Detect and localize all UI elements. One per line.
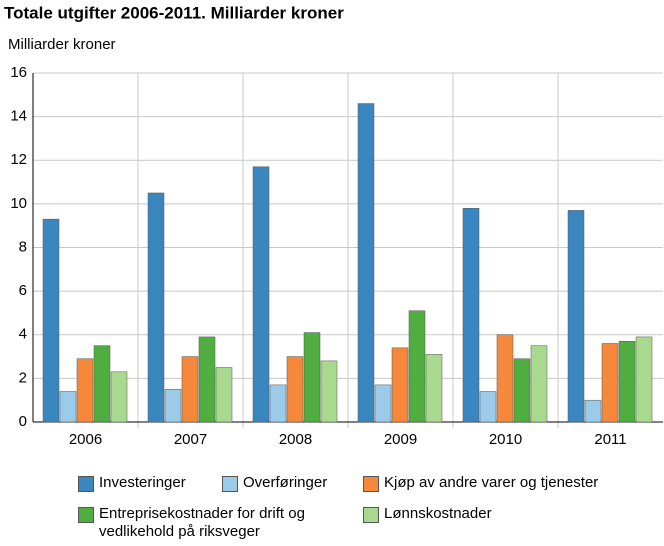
y-tick-label: 10 [10,195,27,212]
bar [513,358,531,423]
bar [320,360,338,423]
bar [408,310,426,423]
x-tick-label: 2011 [594,431,626,448]
legend-swatch [363,476,379,492]
x-tick-label: 2008 [279,431,312,448]
y-tick-label: 4 [19,326,27,343]
x-tick-label: 2009 [384,431,417,448]
legend-swatch [222,476,238,492]
bar [425,354,443,423]
legend-swatch [78,507,94,523]
y-tick-label: 12 [10,151,27,168]
bar [252,166,270,423]
bar [391,347,409,423]
bar [110,371,128,423]
chart-title: Totale utgifter 2006-2011. Milliarder kr… [4,3,344,22]
bar [164,389,182,423]
y-tick-label: 8 [19,238,27,255]
bar [530,345,548,423]
bar [479,391,497,423]
bar [618,341,636,423]
bar [181,356,199,423]
legend-label: Investeringer [99,474,186,491]
bar [635,336,653,423]
bar [462,207,480,423]
y-tick-label: 14 [10,108,27,125]
bar [215,367,233,423]
bar [286,356,304,423]
bar [269,384,287,423]
legend-label: Entreprisekostnader for drift og vedlike… [99,505,305,540]
y-tick-label: 0 [19,413,27,430]
bar [601,343,619,423]
bar [59,391,77,423]
bar [303,332,321,423]
bar [198,336,216,423]
y-axis-label: Milliarder kroner [8,36,116,53]
bar [374,384,392,423]
bar [42,218,60,423]
bar [93,345,111,423]
bar [76,358,94,423]
bar [567,210,585,423]
legend-label: Lønnskostnader [384,505,492,522]
legend-label: Overføringer [243,474,328,491]
y-tick-label: 6 [19,282,27,299]
bar [357,103,375,423]
legend-swatch [78,476,94,492]
x-tick-label: 2007 [174,431,207,448]
bar [496,334,514,423]
y-tick-label: 16 [10,64,27,81]
x-tick-label: 2010 [489,431,522,448]
y-tick-label: 2 [19,369,27,386]
x-tick-label: 2006 [69,431,102,448]
legend-swatch [363,507,379,523]
legend-label: Kjøp av andre varer og tjenester [384,474,599,491]
bar [147,192,165,423]
bar [584,399,602,423]
